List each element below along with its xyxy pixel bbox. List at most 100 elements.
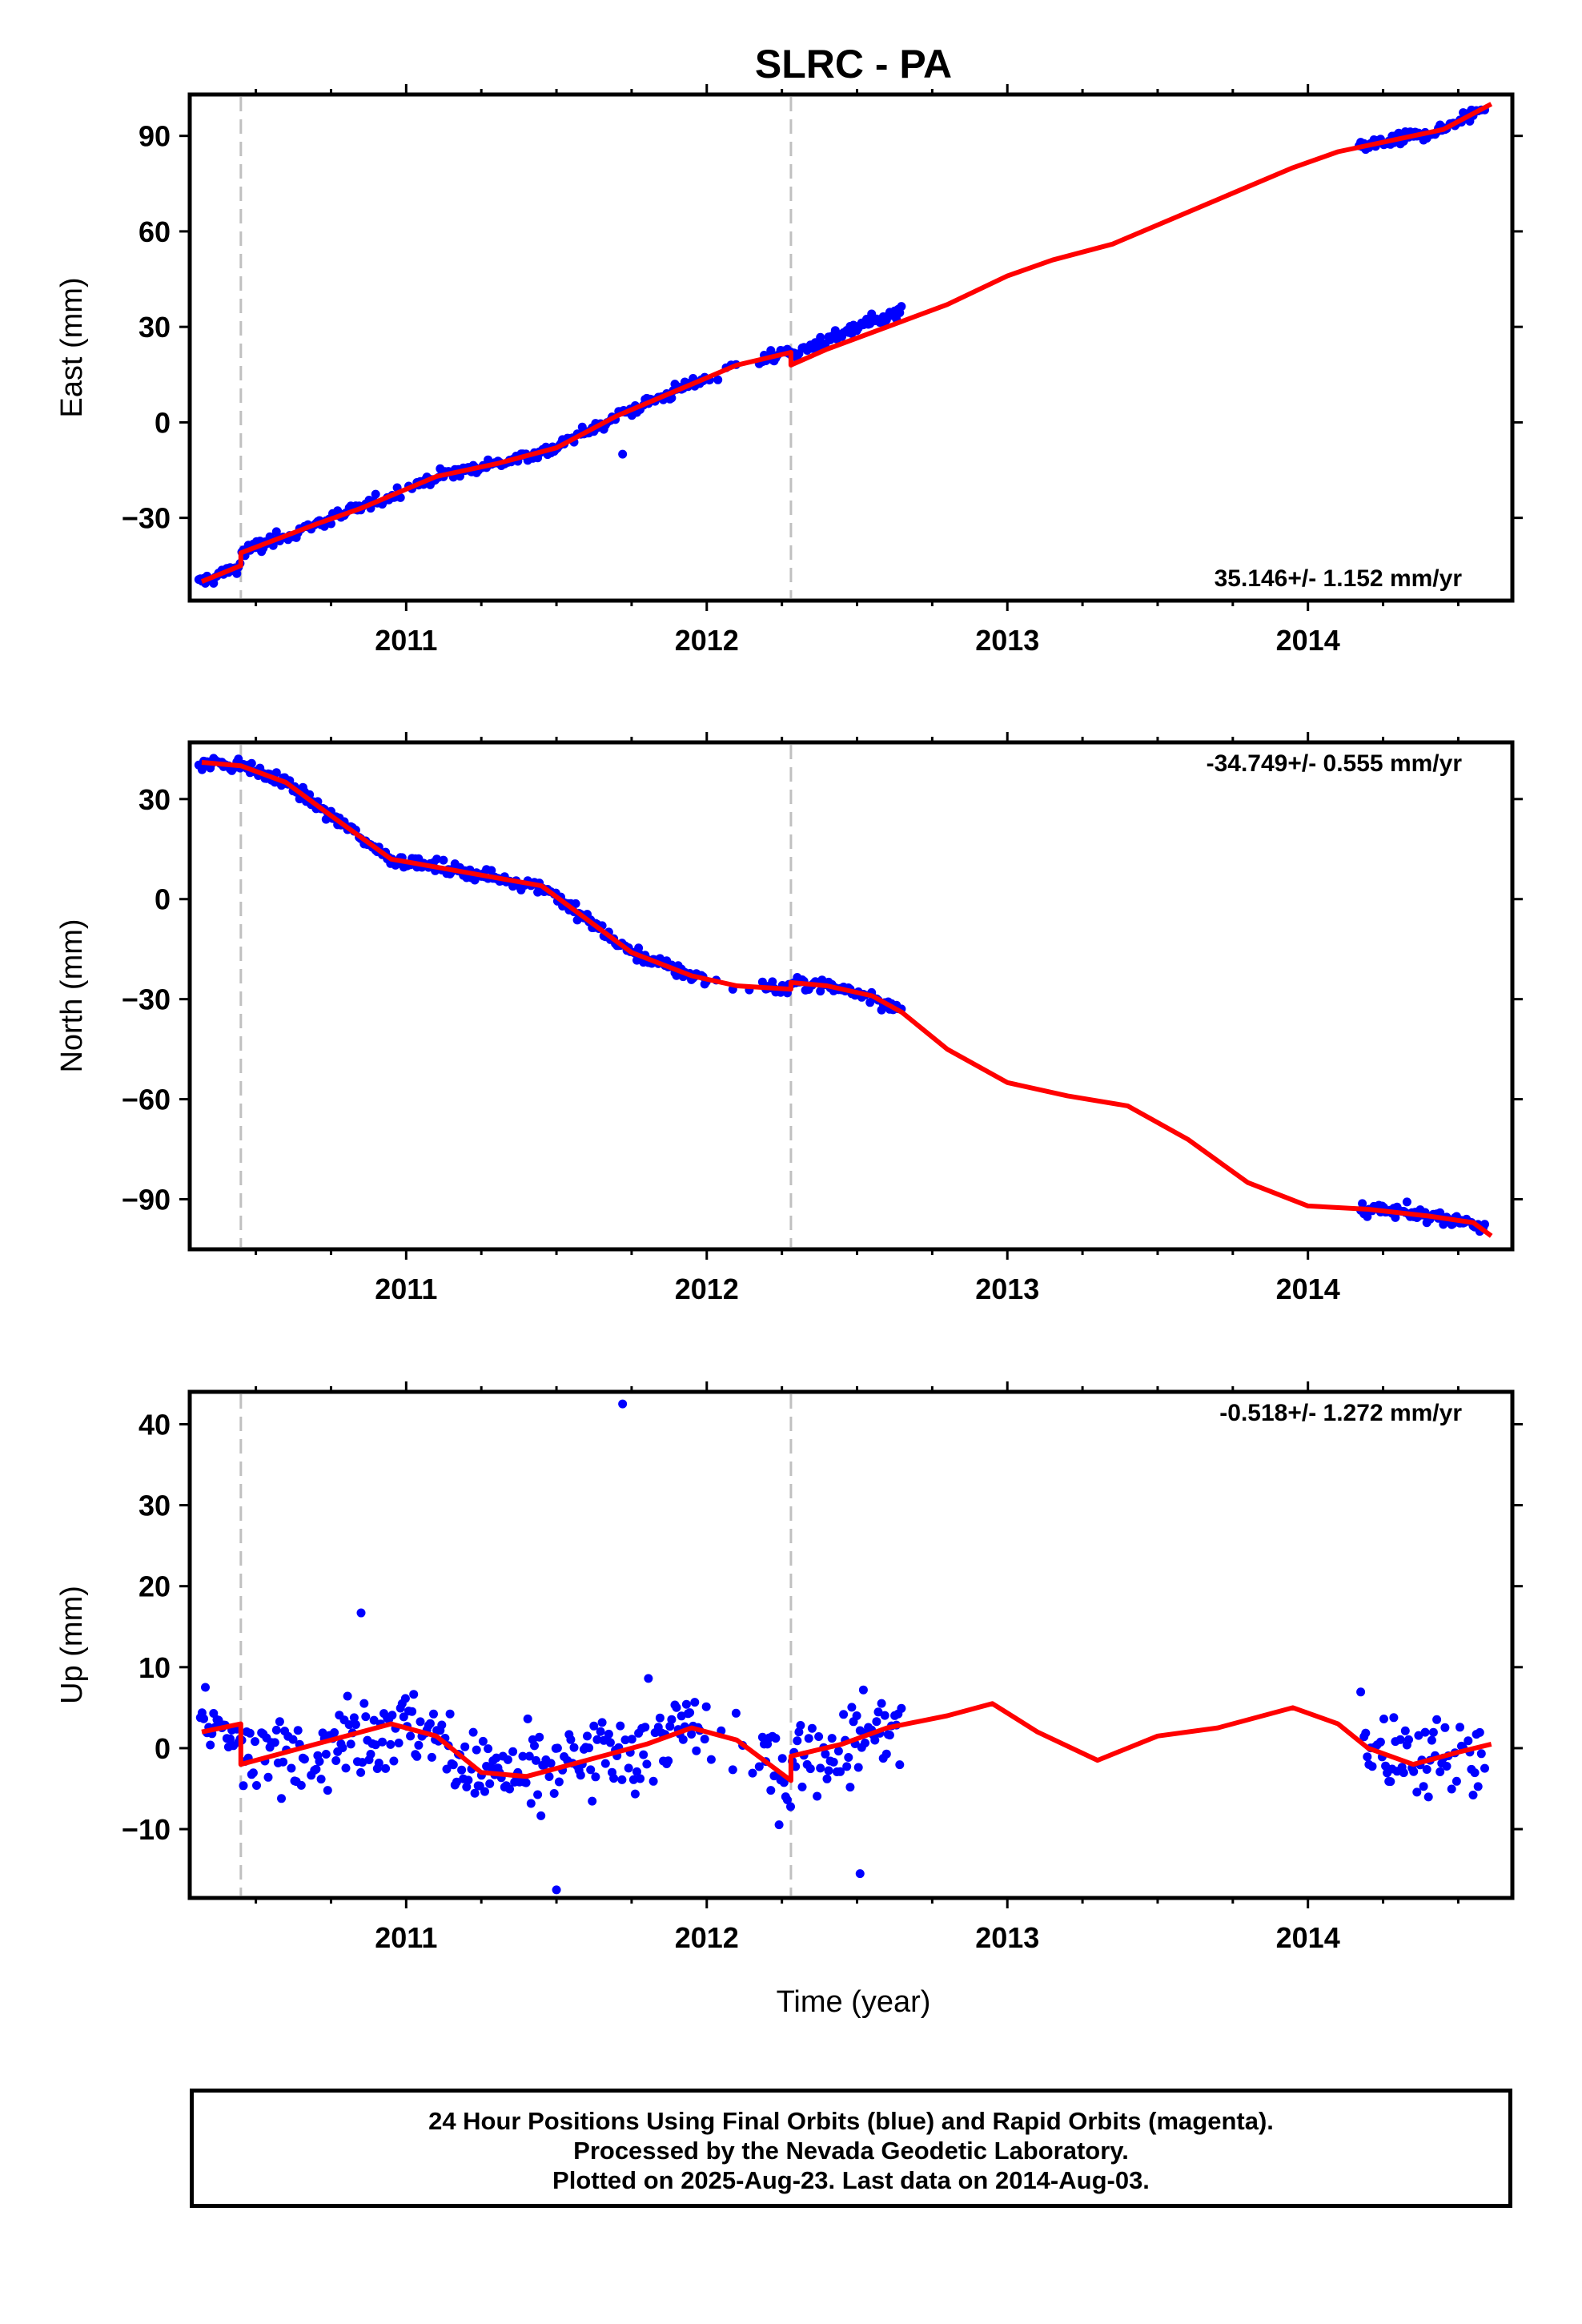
data-point [460,1742,470,1751]
data-point [439,855,448,865]
data-point [636,1774,645,1783]
data-point [664,1756,673,1766]
data-point [414,1740,424,1750]
x-tick-label: 2013 [975,624,1039,657]
data-point [757,977,767,987]
data-point [576,1771,585,1780]
outlier-point [552,1885,561,1895]
data-point [247,758,256,768]
data-point [1442,1762,1452,1771]
data-point [374,1759,383,1767]
data-point [791,1762,801,1771]
x-tick-label: 2013 [975,1273,1039,1305]
data-point [794,1727,804,1737]
data-point [508,1747,518,1756]
x-tick-label: 2014 [1276,1273,1340,1305]
data-point [1456,1723,1464,1732]
data-point [609,1774,619,1783]
data-point [1473,1782,1483,1791]
data-point [524,1751,534,1761]
data-point [263,1772,273,1782]
data-point [624,1763,633,1773]
data-point [1399,1768,1408,1778]
data-point [1363,1752,1372,1762]
data-point [690,1698,700,1707]
data-point [1428,1727,1438,1737]
data-point [644,1674,653,1683]
data-point [366,1750,375,1759]
data-point [627,1735,636,1744]
data-point [359,1699,369,1708]
data-point [880,1711,889,1720]
model-fit-line [200,102,1493,584]
data-point [271,1725,281,1735]
data-point [779,1778,789,1787]
data-point [640,1723,650,1732]
data-point [472,1745,481,1755]
y-tick-label: −10 [122,1813,171,1846]
data-point [648,1776,658,1786]
plot-frame [187,92,1515,603]
footer-caption-box: 24 Hour Positions Using Final Orbits (bl… [190,2089,1512,2208]
data-point [425,1719,435,1728]
data-point [592,1735,602,1744]
data-point [341,1763,351,1773]
data-point [847,1703,857,1712]
data-point [226,1734,235,1743]
data-point [532,1755,540,1765]
data-point [1475,1727,1484,1737]
data-point [1409,1767,1419,1776]
data-point [672,971,681,980]
data-point [1381,1761,1391,1771]
data-point [591,1772,600,1782]
data-point [358,1758,367,1767]
data-point [288,1735,298,1744]
data-point [206,1740,215,1750]
data-point [412,1751,422,1761]
data-point [895,1760,905,1770]
data-point [1470,1768,1480,1778]
data-point [1447,1784,1456,1794]
data-point [796,1721,805,1730]
data-point [852,1711,861,1720]
data-point [270,1738,279,1747]
data-point [1422,1765,1431,1774]
data-point [701,1702,711,1711]
y-tick-label: 0 [155,1732,171,1765]
data-point [642,1759,652,1769]
data-point [505,1784,514,1794]
panel-up: 2011 2012 2013 2014 −10 0 10 20 30 40 Up (mm) -0.51… [55,1381,1523,1954]
data-point [1375,1737,1385,1747]
data-point [804,1734,813,1743]
model-fit-line [201,1701,1492,1783]
velocity-rate-label: 35.146+/- 1.152 mm/yr [1215,565,1463,592]
data-point [381,1763,391,1773]
data-point [356,1767,366,1777]
data-point [805,1764,815,1774]
data-point [588,1796,597,1806]
data-point [853,1763,863,1772]
data-point [416,1717,425,1727]
data-point [639,1750,648,1759]
data-point [814,1732,824,1741]
data-point [386,1739,396,1749]
data-point [766,1786,776,1795]
data-point [343,1691,352,1701]
data-point [757,1732,767,1742]
y-tick-label: 40 [139,1408,171,1441]
data-point [728,1765,737,1775]
data-point [774,1820,784,1830]
data-point [713,375,723,384]
data-point [478,1736,488,1746]
data-point [597,1718,607,1727]
data-point [299,1755,309,1764]
data-point [1404,1735,1413,1744]
outlier-point [618,1399,628,1409]
x-tick-label: 2012 [675,1273,739,1305]
data-point [523,1714,532,1723]
x-tick-label: 2013 [975,1921,1039,1954]
data-point [518,1751,528,1761]
data-point [632,1767,641,1776]
data-point [346,1739,355,1749]
data-point [406,1731,416,1741]
